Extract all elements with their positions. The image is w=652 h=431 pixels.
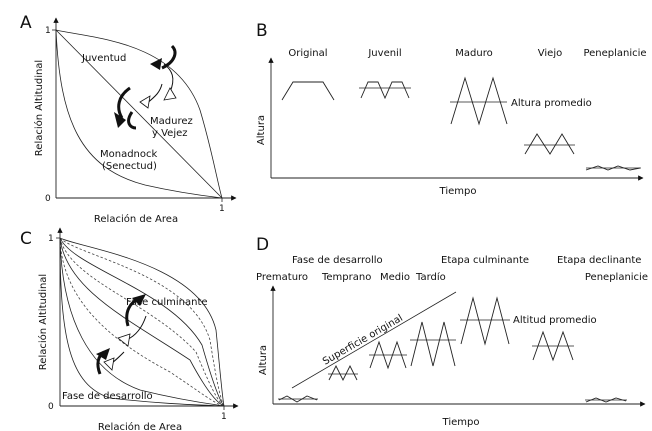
panel-d-phase-culminante: Etapa culminante (441, 255, 529, 266)
panel-c-letter: C (20, 229, 32, 249)
panel-b-stage-maduro: Maduro (455, 48, 492, 59)
panel-c-curve-8 (59, 237, 225, 407)
panel-c-arrow-white-2-head (103, 357, 115, 371)
panel-d-substage-medio: Medio (380, 272, 410, 283)
panel-b-stage-viejo: Viejo (538, 48, 562, 59)
panel-d-phase-declinante: Etapa declinante (557, 255, 641, 266)
panel-d-substage-tardio: Tardío (415, 271, 446, 283)
panel-c-curve-1 (59, 237, 225, 407)
panel-c-x-axis-label: Relación de Area (98, 421, 182, 431)
panel-d-letter: D (256, 235, 269, 255)
panel-c-curve-6 (59, 237, 225, 407)
panel-c-y-axis-label: Relación Altitudinal (37, 274, 49, 370)
panel-c-curve-3 (59, 237, 225, 407)
panel-d-substage-prematuro: Prematuro (256, 272, 308, 283)
panel-b-y-axis-label: Altura (256, 115, 267, 145)
panel-c-label-culminante: Fase culminante (126, 297, 208, 308)
panel-b-stage-peneplanicie: Peneplanicie (583, 48, 646, 59)
panel-a-tick-label-x1: 1 (219, 204, 225, 214)
panel-b-profile-juvenil (360, 81, 410, 100)
panel-a-tick-label-y1: 1 (45, 26, 51, 36)
panel-d-profile-declinante (532, 330, 574, 362)
panel-d-profile-tardio (410, 321, 456, 367)
panel-b-mean-label: Altura promedio (511, 98, 592, 109)
panel-d-y-axis-label: Altura (258, 345, 269, 375)
panel-d-profile-temprano (328, 364, 358, 382)
panel-b-profile-maduro (450, 76, 508, 126)
panel-a-label-juventud: Juventud (81, 53, 126, 64)
panel-a-arrow-white-1-head (163, 87, 177, 101)
panel-d-profile-medio (369, 340, 407, 370)
panel-a-label-monadnock-1: Monadnock (100, 149, 158, 160)
panel-b-letter: B (256, 21, 268, 41)
panel-a-label-madurez-1: Madurez (150, 116, 193, 127)
panel-b-stage-original: Original (288, 48, 327, 59)
panel-c-curve-7 (59, 237, 225, 407)
panel-c-curve-2 (59, 237, 225, 407)
panel-b: B Altura Tiempo Original Juvenil Maduro … (256, 21, 647, 197)
panel-d: D Altura Tiempo Fase de desarrollo Etapa… (256, 235, 648, 428)
panel-d-phase-desarrollo: Fase de desarrollo (292, 255, 383, 266)
panel-a-x-axis-label: Relación de Area (94, 213, 178, 225)
panel-a-arrow-black-2-head (114, 112, 126, 128)
panel-c-arrow-black-2-head (96, 348, 110, 360)
panel-b-profile-original (281, 81, 335, 101)
panel-d-substage-temprano: Temprano (321, 272, 371, 283)
panel-a-arrow-white-1 (163, 63, 174, 93)
panel-a-arrow-black-2 (117, 86, 131, 119)
panel-b-profile-viejo (524, 133, 575, 155)
panel-a-y-axis-label: Relación Altitudinal (33, 60, 45, 156)
panel-d-mean-label: Altitud promedio (513, 315, 597, 326)
panel-a-arrow-black-1-head (150, 58, 162, 70)
panel-d-profile-culminante (460, 296, 510, 346)
panel-d-profile-peneplanicie (585, 397, 627, 403)
panel-d-original-surface-line (291, 291, 457, 389)
panel-a-arrow-white-2-head (139, 95, 151, 109)
panel-a-curve-monadnock (55, 29, 223, 199)
panel-c-tick-label-x1: 1 (221, 412, 227, 422)
panel-a-label-madurez-2: y Vejez (152, 128, 188, 139)
panel-a-letter: A (20, 13, 32, 33)
panel-c-tick-label-y1: 1 (48, 234, 54, 244)
panel-d-original-surface-label: Superficie original (321, 313, 405, 368)
panel-c-tick-label-origin: 0 (48, 402, 54, 412)
panel-a-arrow-black-3 (127, 111, 137, 130)
panel-b-stage-juvenil: Juvenil (367, 48, 401, 59)
panel-d-x-axis-label: Tiempo (442, 417, 480, 428)
panel-d-peneplain-label: Peneplanicie (585, 272, 648, 283)
panel-d-profile-prematuro (278, 395, 318, 403)
panel-c-curve-5 (59, 237, 225, 407)
panel-a-label-monadnock-2: (Senectud) (102, 161, 157, 172)
panel-a-tick-label-origin: 0 (45, 194, 51, 204)
panel-b-x-axis-label: Tiempo (439, 186, 477, 197)
panel-a-curve-youth (55, 29, 223, 199)
panel-a-arrow-black-1 (161, 44, 177, 70)
panel-a-curve-maturity (55, 29, 223, 199)
panel-c-arrow-black-1-head (132, 294, 146, 306)
panel-c: C 1 0 1 Relación Altitudinal Relación de… (20, 227, 239, 431)
panel-c-arrow-white-1-head (117, 333, 131, 347)
panel-a: A 1 0 1 Relación Altitudinal Relación de… (20, 13, 237, 225)
panel-c-label-desarrollo: Fase de desarrollo (62, 391, 153, 402)
panel-c-curve-4 (59, 237, 225, 407)
